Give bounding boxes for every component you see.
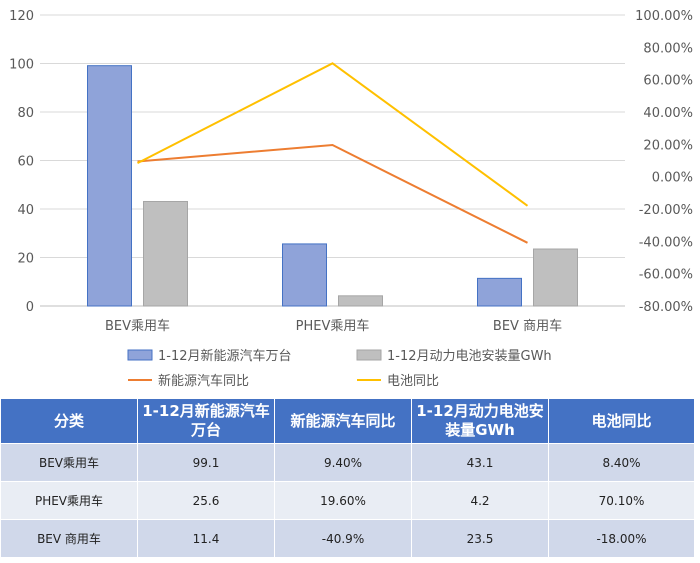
left-axis-tick-label: 80: [17, 106, 34, 121]
right-axis-tick-label: 0.00%: [652, 171, 693, 186]
left-axis-tick-labels: 0 20 40 60 80 100 120: [9, 9, 34, 315]
table-cell: 19.60%: [274, 481, 412, 520]
table-cell: 99.1: [137, 443, 275, 482]
right-axis-tick-label: 100.00%: [635, 9, 693, 24]
table-row: BEV乘用车 99.1 9.40% 43.1 8.40%: [0, 443, 695, 482]
header-battery-yoy: 电池同比: [548, 398, 695, 444]
bar-series: [87, 65, 578, 307]
bar-nev-units: [282, 243, 327, 307]
line-nev-yoy: [137, 143, 528, 244]
right-axis-tick-label: -80.00%: [639, 300, 693, 315]
right-axis-tick-label: 20.00%: [643, 138, 693, 153]
table-cell: 9.40%: [274, 443, 412, 482]
table-cell: -40.9%: [274, 519, 412, 558]
category-label: PHEV乘用车: [296, 318, 370, 334]
left-axis-tick-label: 40: [17, 203, 34, 218]
right-axis-tick-label: -40.00%: [639, 235, 693, 250]
legend-label: 1-12月新能源汽车万台: [158, 348, 292, 364]
bar-nev-units: [87, 65, 132, 307]
header-category: 分类: [0, 398, 138, 444]
table-cell: BEV 商用车: [0, 519, 138, 558]
line-battery-yoy: [137, 62, 529, 207]
line-series: [137, 62, 529, 244]
right-axis-tick-label: 80.00%: [643, 41, 693, 56]
legend-label: 电池同比: [387, 374, 439, 389]
right-axis-tick-label: -20.00%: [639, 203, 693, 218]
table-cell: PHEV乘用车: [0, 481, 138, 520]
left-axis-tick-label: 60: [17, 155, 34, 170]
table-header-row: 分类 1-12月新能源汽车万台 新能源汽车同比 1-12月动力电池安装量GWh …: [0, 398, 695, 444]
table-cell: 11.4: [137, 519, 275, 558]
table-row: PHEV乘用车 25.6 19.60% 4.2 70.10%: [0, 481, 695, 520]
right-axis-tick-label: -60.00%: [639, 268, 693, 283]
table-cell: 4.2: [411, 481, 549, 520]
table-cell: 43.1: [411, 443, 549, 482]
table-cell: -18.00%: [548, 519, 695, 558]
combo-chart: 0 20 40 60 80 100 120 -80.00% -60.00% -40.00% -20…: [9, 9, 693, 389]
bar-battery-gwh: [143, 200, 188, 307]
header-nev-units: 1-12月新能源汽车万台: [137, 398, 275, 444]
bar-battery-gwh: [338, 295, 383, 307]
left-axis-tick-label: 0: [26, 300, 34, 315]
right-axis-tick-label: 40.00%: [643, 106, 693, 121]
table-cell: 23.5: [411, 519, 549, 558]
legend-label: 新能源汽车同比: [158, 373, 249, 389]
table-cell: 70.10%: [548, 481, 695, 520]
left-axis-tick-label: 20: [17, 252, 34, 267]
legend-swatch: [356, 349, 382, 361]
category-label: BEV 商用车: [493, 318, 562, 334]
category-tick-labels: BEV乘用车 PHEV乘用车 BEV 商用车: [105, 318, 562, 334]
legend: 1-12月新能源汽车万台 1-12月动力电池安装量GWh 新能源汽车同比 电池同比: [127, 348, 552, 389]
data-table: 分类 1-12月新能源汽车万台 新能源汽车同比 1-12月动力电池安装量GWh …: [0, 398, 695, 558]
left-axis-tick-label: 120: [9, 9, 34, 24]
bar-battery-gwh: [533, 248, 578, 307]
right-axis-tick-labels: -80.00% -60.00% -40.00% -20.00% 0.00% 20.00% 4…: [635, 9, 693, 315]
category-label: BEV乘用车: [105, 318, 170, 334]
table-cell: BEV乘用车: [0, 443, 138, 482]
legend-swatch: [127, 349, 153, 361]
right-axis-tick-label: 60.00%: [643, 74, 693, 89]
header-nev-yoy: 新能源汽车同比: [274, 398, 412, 444]
bar-nev-units: [477, 277, 522, 307]
table-cell: 8.40%: [548, 443, 695, 482]
table-row: BEV 商用车 11.4 -40.9% 23.5 -18.00%: [0, 519, 695, 558]
legend-label: 1-12月动力电池安装量GWh: [387, 349, 552, 364]
table-cell: 25.6: [137, 481, 275, 520]
left-axis-tick-label: 100: [9, 58, 34, 73]
header-battery-gwh: 1-12月动力电池安装量GWh: [411, 398, 549, 444]
